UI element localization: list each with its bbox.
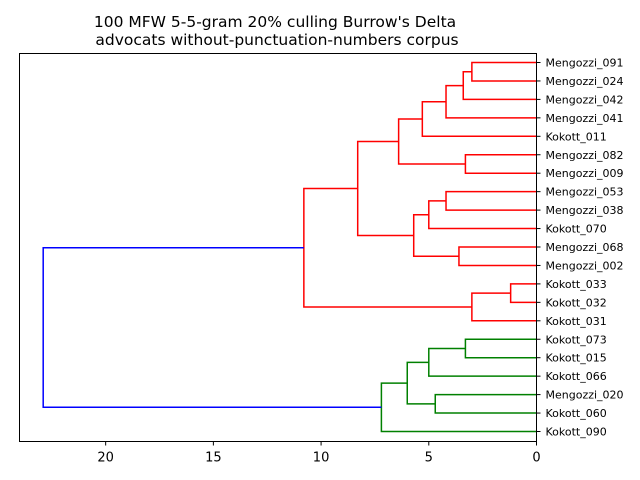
dendrogram-link-E — [464, 154, 537, 174]
leaf-label: Kokott_070 — [546, 223, 607, 236]
dendrogram-link-O — [464, 338, 537, 359]
dendrogram-link-B — [462, 70, 537, 101]
leaf-label: Mengozzi_053 — [546, 186, 624, 199]
leaf-label: Kokott_011 — [546, 130, 607, 143]
leaf-label: Kokott_015 — [546, 352, 607, 365]
leaf-label: Kokott_090 — [546, 426, 607, 439]
leaf-label: Kokott_066 — [546, 370, 607, 383]
dendrogram-link-I — [458, 246, 537, 267]
chart-title-line-2: advocats without-punctuation-numbers cor… — [95, 31, 458, 49]
leaf-label: Mengozzi_068 — [546, 241, 624, 254]
dendrogram-link-A — [471, 61, 537, 82]
x-tick-label: 20 — [97, 451, 114, 466]
x-tick-label: 0 — [532, 451, 540, 466]
leaf-label: Mengozzi_024 — [546, 75, 624, 88]
leaf-label: Mengozzi_020 — [546, 389, 624, 402]
leaf-label: Mengozzi_038 — [546, 204, 624, 217]
dendrogram-link-K — [356, 140, 414, 237]
dendrogram-link-R — [406, 361, 436, 405]
dendrogram-link-L — [509, 283, 537, 304]
x-tick-label: 5 — [425, 451, 433, 466]
leaf-label: Mengozzi_002 — [546, 259, 624, 272]
leaf-label: Kokott_032 — [546, 296, 607, 309]
dendrogram-link-H — [428, 200, 537, 230]
leaf-label: Mengozzi_042 — [546, 93, 624, 106]
dendrogram-link-P — [428, 347, 537, 377]
leaf-label: Kokott_033 — [546, 278, 607, 291]
dendrogram-link-Q — [434, 393, 537, 414]
leaf-label: Mengozzi_091 — [546, 57, 624, 70]
dendrogram-link-G — [445, 190, 537, 211]
leaf-label: Kokott_031 — [546, 315, 607, 328]
dendrogram-link-M — [471, 292, 537, 322]
x-tick-label: 15 — [205, 451, 222, 466]
leaf-label: Kokott_073 — [546, 333, 607, 346]
dendrogram-links — [42, 61, 537, 433]
leaf-label: Kokott_060 — [546, 407, 607, 420]
dendrogram-link-F — [397, 118, 466, 165]
x-axis-ticks: 20 15 10 5 0 — [97, 441, 541, 466]
leaf-label: Mengozzi_082 — [546, 149, 624, 162]
dendrogram-link-S — [380, 382, 537, 433]
leaf-label: Mengozzi_041 — [546, 112, 624, 125]
chart-title-line-1: 100 MFW 5-5-gram 20% culling Burrow's De… — [94, 13, 456, 31]
dendrogram-link-J — [412, 213, 459, 257]
dendrogram-link-C — [445, 84, 537, 119]
dendrogram-link-T — [42, 246, 382, 409]
dendrogram-link-D — [421, 100, 537, 138]
x-tick-label: 10 — [313, 451, 330, 466]
leaf-labels: Mengozzi_091 Mengozzi_024 Mengozzi_042 Meng… — [536, 57, 624, 439]
leaf-label: Mengozzi_009 — [546, 167, 624, 180]
